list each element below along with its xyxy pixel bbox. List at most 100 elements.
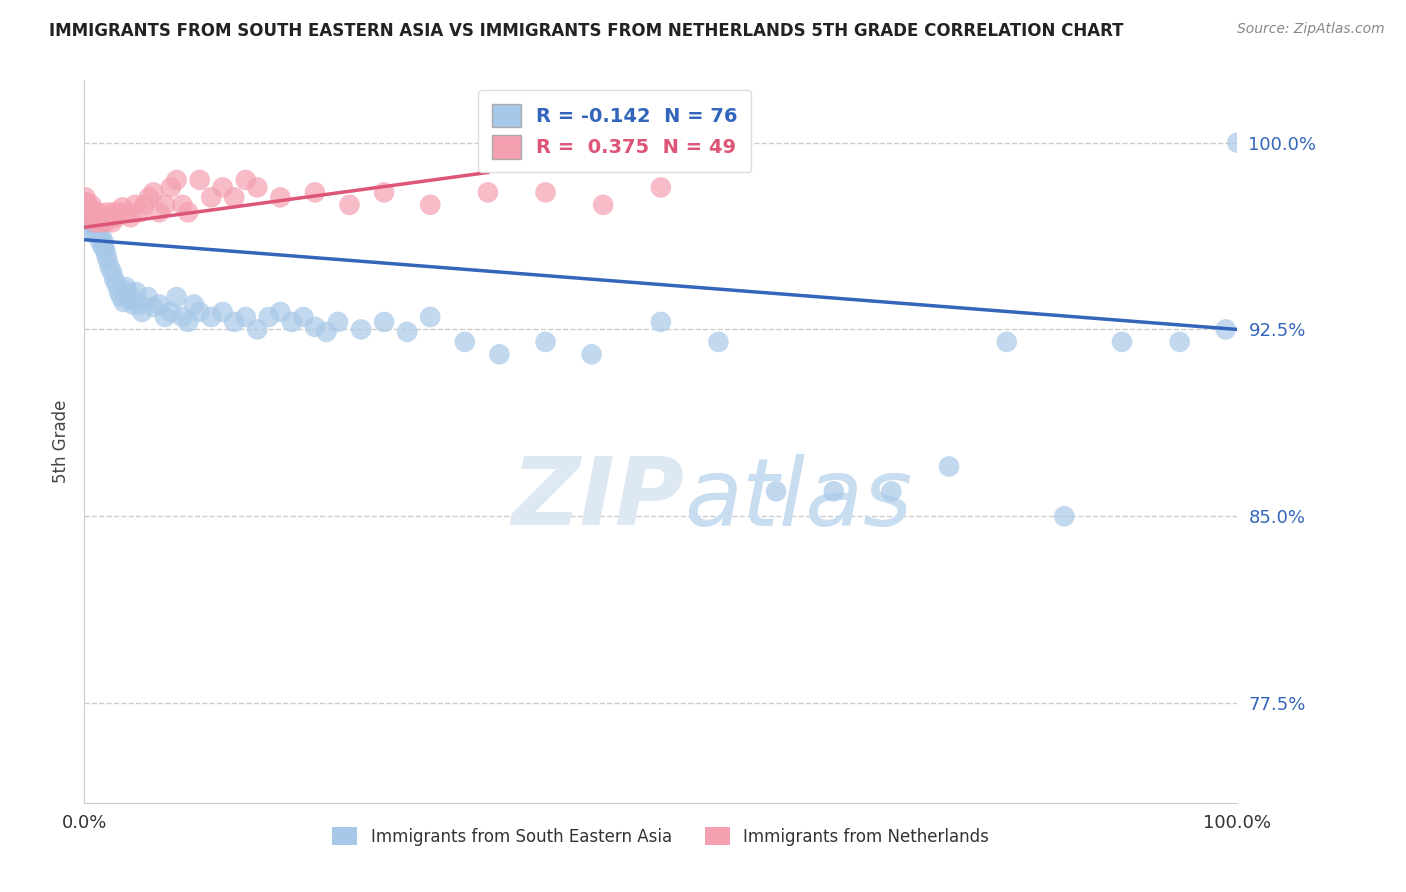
Point	[315, 325, 337, 339]
Point	[160, 180, 183, 194]
Point	[108, 205, 131, 219]
Point	[83, 220, 105, 235]
Legend: Immigrants from South Eastern Asia, Immigrants from Netherlands: Immigrants from South Eastern Asia, Immi…	[326, 821, 995, 852]
Point	[89, 235, 111, 250]
Point	[534, 334, 557, 349]
Point	[101, 265, 124, 279]
Point	[117, 285, 139, 299]
Point	[121, 297, 143, 311]
Point	[304, 320, 326, 334]
Text: Source: ZipAtlas.com: Source: ZipAtlas.com	[1237, 22, 1385, 37]
Point	[211, 305, 233, 319]
Point	[80, 223, 103, 237]
Point	[1226, 136, 1249, 150]
Text: atlas: atlas	[683, 454, 912, 545]
Point	[84, 227, 107, 242]
Point	[75, 190, 97, 204]
Point	[124, 198, 146, 212]
Point	[83, 208, 105, 222]
Point	[148, 297, 170, 311]
Point	[96, 205, 118, 219]
Point	[153, 310, 176, 324]
Point	[235, 310, 257, 324]
Point	[183, 297, 205, 311]
Point	[89, 227, 111, 242]
Point	[246, 180, 269, 194]
Point	[350, 322, 373, 336]
Point	[177, 205, 200, 219]
Point	[111, 200, 134, 214]
Point	[76, 195, 98, 210]
Point	[938, 459, 960, 474]
Point	[98, 260, 121, 274]
Point	[112, 295, 135, 310]
Point	[292, 310, 315, 324]
Point	[235, 173, 257, 187]
Point	[1168, 334, 1191, 349]
Point	[326, 315, 349, 329]
Point	[995, 334, 1018, 349]
Point	[94, 243, 117, 257]
Point	[166, 173, 188, 187]
Point	[339, 198, 361, 212]
Point	[79, 211, 101, 225]
Point	[269, 305, 291, 319]
Point	[534, 186, 557, 200]
Point	[1111, 334, 1133, 349]
Point	[98, 211, 121, 225]
Point	[142, 186, 165, 200]
Point	[1215, 322, 1237, 336]
Point	[108, 285, 131, 299]
Point	[160, 305, 183, 319]
Point	[131, 305, 153, 319]
Y-axis label: 5th Grade: 5th Grade	[52, 400, 70, 483]
Point	[77, 200, 100, 214]
Point	[650, 315, 672, 329]
Point	[77, 200, 100, 214]
Point	[103, 205, 125, 219]
Point	[76, 205, 98, 219]
Point	[172, 198, 194, 212]
Point	[200, 310, 222, 324]
Text: ZIP: ZIP	[510, 453, 683, 545]
Point	[419, 310, 441, 324]
Point	[1053, 509, 1076, 524]
Point	[419, 198, 441, 212]
Point	[82, 215, 104, 229]
Point	[101, 215, 124, 229]
Point	[454, 334, 477, 349]
Point	[138, 190, 160, 204]
Point	[83, 215, 105, 229]
Point	[87, 223, 110, 237]
Point	[94, 215, 117, 229]
Point	[200, 190, 222, 204]
Point	[105, 211, 128, 225]
Point	[153, 198, 176, 212]
Point	[93, 235, 115, 250]
Point	[257, 310, 280, 324]
Point	[373, 315, 395, 329]
Point	[86, 215, 108, 229]
Point	[84, 211, 107, 225]
Point	[90, 230, 112, 244]
Point	[211, 180, 233, 194]
Point	[110, 290, 132, 304]
Point	[96, 252, 118, 267]
Point	[396, 325, 419, 339]
Point	[91, 211, 114, 225]
Point	[120, 211, 142, 225]
Point	[224, 315, 246, 329]
Point	[75, 195, 97, 210]
Point	[148, 205, 170, 219]
Point	[115, 205, 138, 219]
Point	[304, 186, 326, 200]
Point	[134, 198, 156, 212]
Point	[76, 205, 98, 219]
Point	[281, 315, 304, 329]
Point	[103, 272, 125, 286]
Point	[581, 347, 603, 361]
Point	[592, 198, 614, 212]
Point	[83, 205, 105, 219]
Point	[82, 211, 104, 225]
Point	[269, 190, 291, 204]
